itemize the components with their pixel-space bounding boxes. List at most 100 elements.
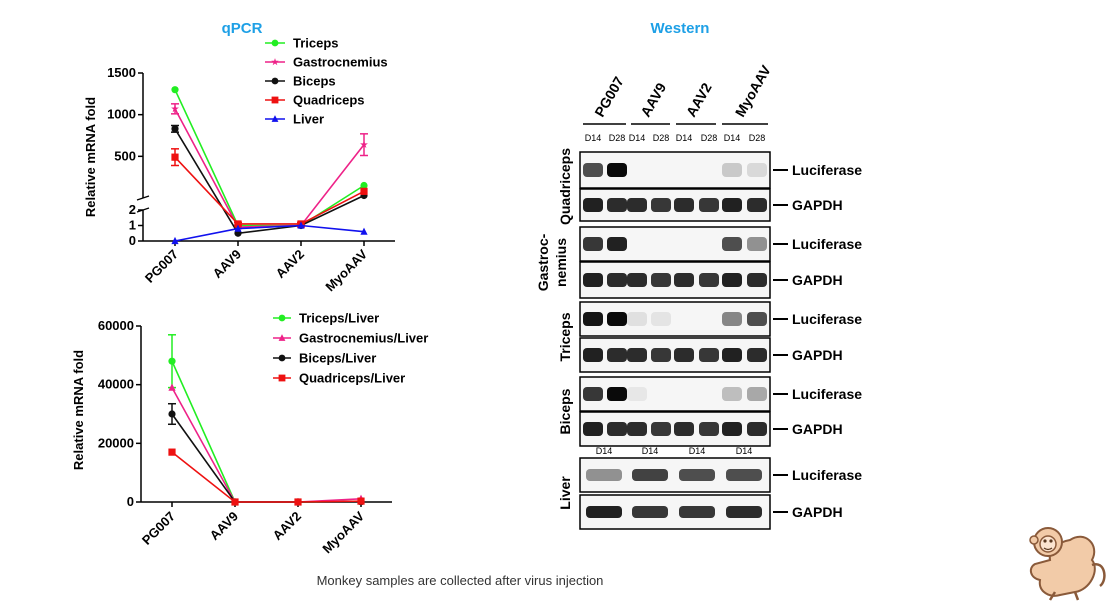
liver-luciferase-band	[632, 469, 668, 481]
legend-label: Quadriceps	[293, 93, 365, 108]
y-tick-label: 60000	[98, 318, 134, 333]
gapdh-band	[607, 198, 627, 212]
y-tick-label: 1000	[107, 107, 136, 122]
gapdh-band	[651, 422, 671, 436]
liver-luciferase-band	[726, 469, 762, 481]
data-point	[234, 224, 242, 232]
luciferase-band	[722, 387, 742, 401]
luc-label: Luciferase	[792, 467, 862, 483]
gapdh-label: GAPDH	[792, 272, 843, 288]
gapdh-band	[627, 198, 647, 212]
series-line	[171, 451, 362, 503]
luciferase-band	[627, 387, 647, 401]
data-point	[360, 181, 368, 190]
timepoint-label: D14	[689, 446, 706, 456]
y-tick-label: 0	[127, 494, 134, 509]
gapdh-band	[722, 273, 742, 287]
monkey-logo-icon	[1029, 527, 1106, 601]
gapdh-band	[747, 273, 767, 287]
luciferase-band	[607, 387, 627, 401]
luc-label: Luciferase	[792, 162, 862, 178]
liver-gapdh-band	[586, 506, 622, 518]
data-point	[168, 448, 176, 456]
data-point	[231, 498, 239, 506]
gapdh-band	[651, 273, 671, 287]
legend-marker	[278, 374, 286, 382]
gapdh-band	[699, 198, 719, 212]
timepoint-label: D14	[676, 133, 693, 143]
x-tick-label: AAV2	[270, 509, 304, 543]
western-title: Western	[651, 20, 710, 37]
gapdh-band	[747, 422, 767, 436]
legend-marker	[271, 77, 279, 85]
qpcr-chart: 500 1000 1500 012 PG007 AAV9 AAV2 MyoAAV Relativ…	[83, 36, 395, 294]
luciferase-band	[583, 163, 603, 177]
data-point	[171, 86, 179, 94]
x-tick-label: AAV2	[273, 247, 307, 281]
legend-label: Liver	[293, 112, 324, 127]
gapdh-band	[722, 198, 742, 212]
gapdh-band	[627, 422, 647, 436]
timepoint-label: D28	[653, 133, 670, 143]
x-tick-label: MyoAAV	[322, 246, 370, 294]
y-tick-label: 0	[129, 233, 136, 248]
gapdh-band	[627, 348, 647, 362]
luciferase-band	[627, 312, 647, 326]
luciferase-band	[747, 237, 767, 251]
tissue-label: Biceps	[557, 388, 573, 434]
tissue-label: Triceps	[557, 312, 573, 361]
group-label: MyoAAV	[732, 62, 774, 120]
y-tick-label: 40000	[98, 377, 134, 392]
gapdh-label: GAPDH	[792, 347, 843, 363]
tissue-label: Liver	[557, 476, 573, 510]
luciferase-band	[583, 237, 603, 251]
gapdh-band	[722, 422, 742, 436]
luciferase-band	[747, 312, 767, 326]
data-point	[360, 227, 368, 235]
luciferase-band	[722, 312, 742, 326]
data-point	[171, 153, 179, 161]
y-tick-label: 1	[129, 218, 136, 233]
legend-marker	[271, 58, 279, 66]
x-tick-label: MyoAAV	[319, 508, 367, 556]
series-line	[171, 387, 362, 503]
legend-marker	[271, 39, 279, 47]
data-point	[168, 357, 176, 365]
y-tick-label: 20000	[98, 435, 134, 450]
luciferase-band	[747, 387, 767, 401]
legend-label: Quadriceps/Liver	[299, 371, 405, 386]
tissue-label: Gastroc-	[535, 233, 551, 291]
gapdh-band	[583, 198, 603, 212]
x-tick-label: AAV9	[210, 247, 244, 281]
luciferase-band	[583, 312, 603, 326]
liver-gapdh-band	[632, 506, 668, 518]
series-line	[174, 224, 365, 242]
data-point	[357, 497, 365, 505]
legend-label: Triceps/Liver	[299, 311, 379, 326]
gapdh-band	[699, 422, 719, 436]
gapdh-band	[699, 348, 719, 362]
gapdh-band	[583, 422, 603, 436]
gapdh-band	[747, 348, 767, 362]
luciferase-band	[722, 163, 742, 177]
liver-luciferase-band	[586, 469, 622, 481]
x-tick-label: PG007	[142, 247, 181, 286]
timepoint-label: D14	[629, 133, 646, 143]
group-label: PG007	[591, 74, 627, 120]
series-line	[174, 128, 365, 235]
gapdh-band	[607, 348, 627, 362]
x-tick-label: PG007	[139, 509, 178, 548]
luciferase-band	[747, 163, 767, 177]
tissue-label: Quadriceps	[557, 148, 573, 225]
timepoint-label: D14	[596, 446, 613, 456]
timepoint-label: D28	[749, 133, 766, 143]
group-label: AAV2	[683, 80, 715, 120]
y-tick-label: 2	[129, 202, 136, 217]
gapdh-band	[674, 198, 694, 212]
group-label: AAV9	[637, 80, 669, 120]
gapdh-label: GAPDH	[792, 421, 843, 437]
y-tick-label: 1500	[107, 65, 136, 80]
gapdh-band	[722, 348, 742, 362]
